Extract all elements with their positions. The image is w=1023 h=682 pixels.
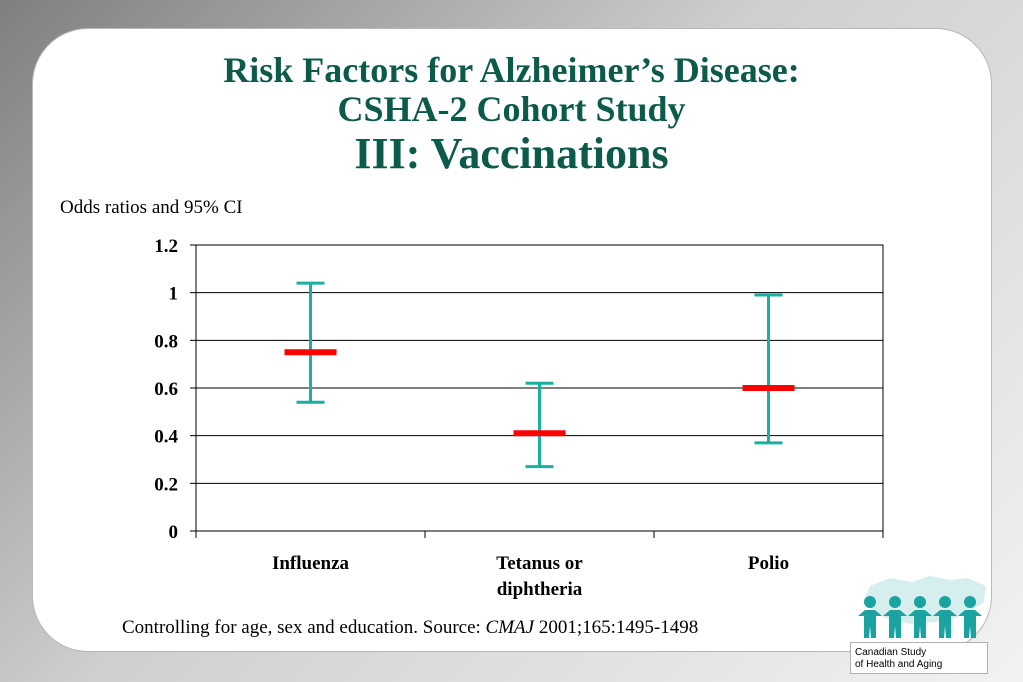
logo-person-body [933, 610, 957, 638]
title-line-1: Risk Factors for Alzheimer’s Disease: [223, 50, 800, 90]
y-tick-label: 1 [169, 284, 179, 305]
logo-text-box: Canadian Study of Health and Aging [850, 642, 988, 674]
y-tick-label: 0.8 [154, 331, 178, 352]
y-tick-label: 1.2 [154, 236, 178, 257]
y-axis-caption: Odds ratios and 95% CI [60, 197, 243, 218]
logo-person-head [939, 596, 951, 608]
x-category-label: Polio [748, 553, 789, 574]
logo-person-head [889, 596, 901, 608]
logo-person-body [958, 610, 982, 638]
y-tick-label: 0.2 [154, 474, 178, 495]
y-tick-label: 0 [169, 522, 179, 543]
logo-person-body [858, 610, 882, 638]
csha-logo: Canadian Study of Health and Aging [850, 572, 990, 676]
logo-person-body [883, 610, 907, 638]
title-line-2: CSHA-2 Cohort Study [337, 89, 686, 129]
x-category-label: Tetanus or [496, 553, 583, 574]
logo-person-body [908, 610, 932, 638]
footnote-text: Controlling for age, sex and education. … [122, 617, 486, 638]
y-tick-label: 0.6 [154, 379, 178, 400]
x-category-labels: Influenza Tetanus or diphtheria Polio [272, 553, 789, 600]
logo-person-head [964, 596, 976, 608]
title-line-3: III: Vaccinations [354, 129, 669, 178]
x-category-label: Influenza [272, 553, 350, 574]
logo-person-head [864, 596, 876, 608]
footnote: Controlling for age, sex and education. … [122, 617, 698, 639]
x-category-label: diphtheria [497, 579, 583, 600]
footnote-journal: CMAJ [485, 617, 535, 638]
y-tick-labels: 0 0.2 0.4 0.6 0.8 1 1.2 [154, 236, 178, 543]
logo-people-figures [858, 596, 982, 638]
csha-logo-figures [858, 576, 986, 638]
logo-person-head [914, 596, 926, 608]
logo-line-2: of Health and Aging [855, 659, 943, 670]
axes [190, 244, 884, 538]
data-marks [284, 281, 795, 469]
y-tick-label: 0.4 [154, 427, 178, 448]
logo-line-1: Canadian Study [855, 647, 927, 658]
footnote-citation: 2001;165:1495-1498 [534, 617, 699, 638]
